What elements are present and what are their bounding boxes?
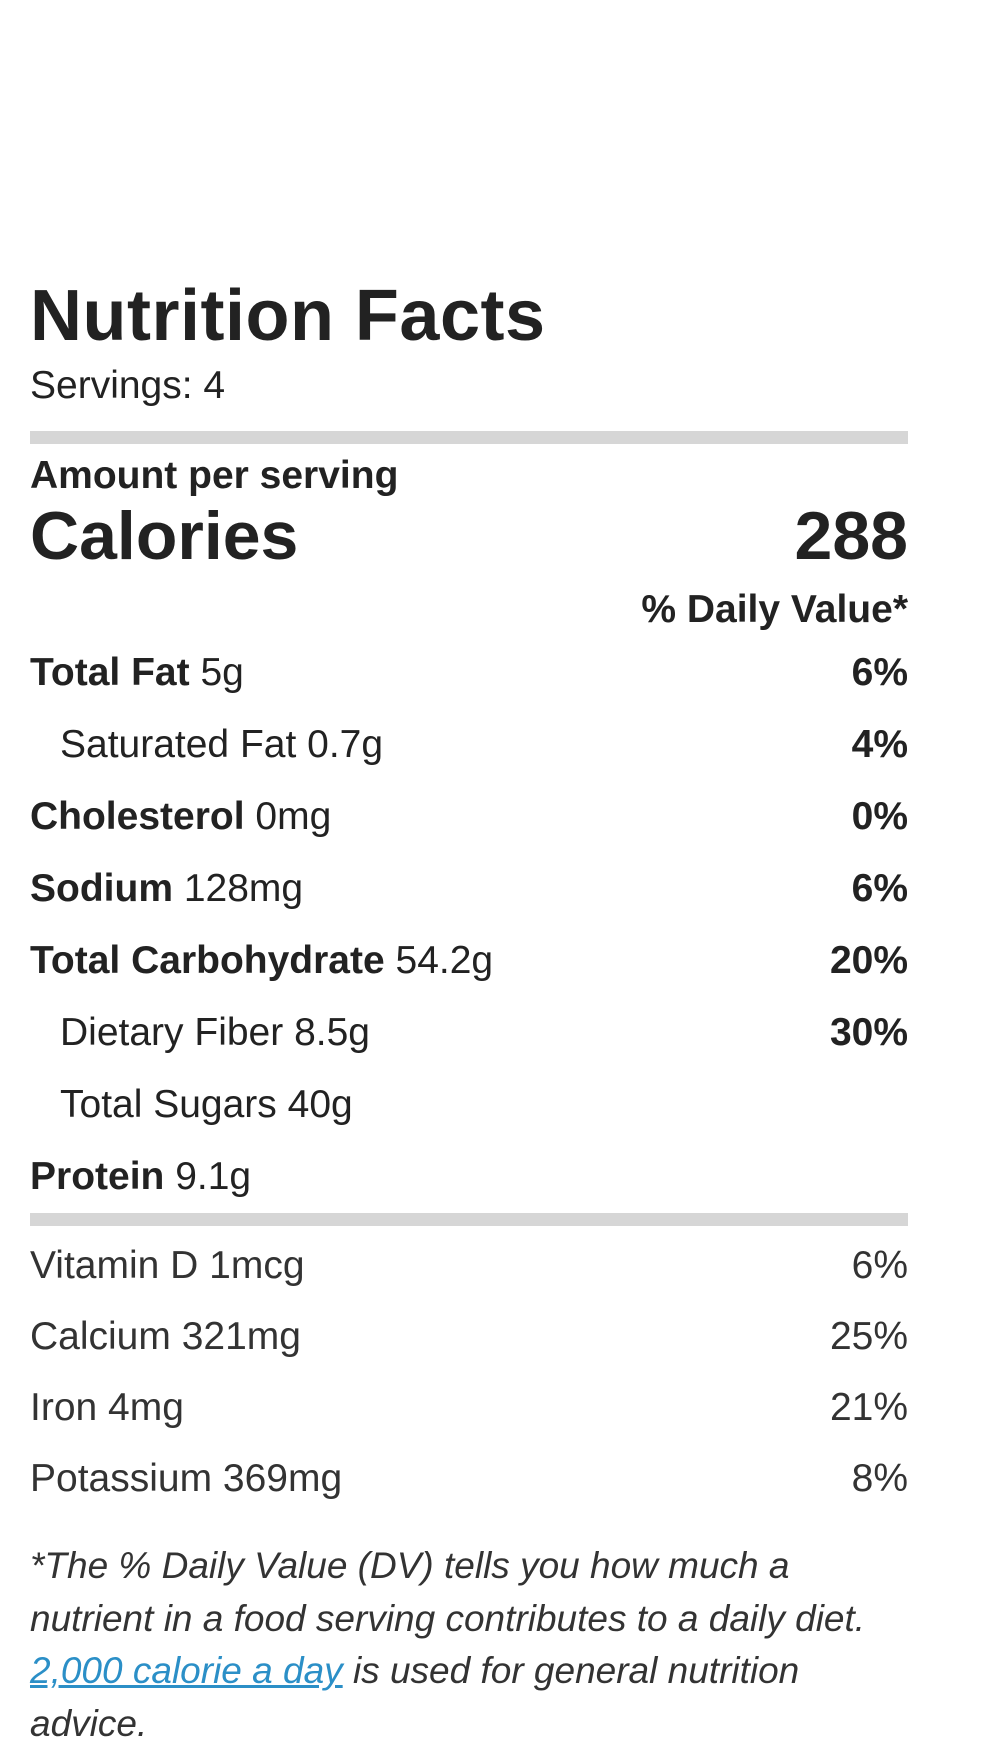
nutrient-label: Dietary Fiber 8.5g — [30, 1011, 370, 1055]
nutrient-label: Total Carbohydrate 54.2g — [30, 939, 493, 983]
vitamin-label: Calcium 321mg — [30, 1314, 301, 1358]
nutrient-name: Total Carbohydrate — [30, 939, 385, 983]
nutrient-row-total-carbohydrate: Total Carbohydrate 54.2g 20% — [30, 925, 908, 997]
vitamin-daily-value: 6% — [851, 1243, 908, 1287]
nutrient-amount: 9.1g — [175, 1155, 252, 1199]
nutrient-name: Total Fat — [30, 651, 190, 695]
vitamin-row-potassium: Potassium 369mg 8% — [30, 1443, 908, 1514]
nutrient-name: Saturated Fat — [60, 723, 297, 767]
nutrient-label: Protein 9.1g — [30, 1155, 251, 1199]
footnote-text-before: *The % Daily Value (DV) tells you how mu… — [30, 1545, 866, 1639]
vitamin-daily-value: 8% — [851, 1456, 908, 1500]
nutrient-amount: 54.2g — [395, 939, 494, 983]
nutrient-row-cholesterol: Cholesterol 0mg 0% — [30, 781, 908, 853]
nutrient-name: Dietary Fiber — [60, 1011, 284, 1055]
amount-per-serving-label: Amount per serving — [30, 454, 399, 497]
vitamin-row-vitamin-d: Vitamin D 1mcg 6% — [30, 1230, 908, 1301]
nutrient-amount: 8.5g — [294, 1011, 370, 1055]
nutrient-daily-value: 20% — [829, 939, 908, 983]
nutrient-label: Cholesterol 0mg — [30, 795, 331, 839]
nutrient-row-saturated-fat: Saturated Fat 0.7g 4% — [30, 709, 908, 781]
nutrient-amount: 5g — [200, 651, 244, 695]
vitamin-list: Vitamin D 1mcg 6% Calcium 321mg 25% Iron… — [30, 1230, 908, 1514]
daily-value-header: % Daily Value* — [641, 588, 908, 632]
calories-row: Calories 288 — [30, 498, 908, 574]
vitamin-row-iron: Iron 4mg 21% — [30, 1372, 908, 1443]
nutrient-label: Total Sugars 40g — [30, 1083, 353, 1127]
top-divider — [30, 431, 908, 444]
nutrient-daily-value: 0% — [851, 795, 908, 839]
calorie-diet-link[interactable]: 2,000 calorie a day — [30, 1650, 343, 1692]
nutrient-row-protein: Protein 9.1g — [30, 1141, 908, 1213]
nutrient-amount: 0.7g — [307, 723, 384, 767]
footnote-text-after: is used for general nutrition advice. — [30, 1650, 800, 1744]
vitamin-row-calcium: Calcium 321mg 25% — [30, 1301, 908, 1372]
vitamin-label: Vitamin D 1mcg — [30, 1243, 305, 1287]
vitamin-label: Potassium 369mg — [30, 1456, 343, 1500]
nutrient-list: Total Fat 5g 6% Saturated Fat 0.7g 4% Ch… — [30, 637, 908, 1213]
nutrient-name: Cholesterol — [30, 795, 245, 839]
vitamin-daily-value: 25% — [829, 1314, 908, 1358]
nutrition-facts-panel: Nutrition Facts Servings: 4 Amount per s… — [30, 280, 908, 1751]
vitamin-divider — [30, 1213, 908, 1227]
nutrient-daily-value: 4% — [851, 723, 908, 767]
nutrient-row-dietary-fiber: Dietary Fiber 8.5g 30% — [30, 997, 908, 1069]
nutrient-amount: 40g — [287, 1083, 353, 1127]
nutrient-row-total-sugars: Total Sugars 40g — [30, 1069, 908, 1141]
nutrient-name: Protein — [30, 1155, 165, 1199]
nutrient-daily-value: 6% — [851, 867, 908, 911]
nutrition-title: Nutrition Facts — [30, 276, 546, 356]
nutrient-daily-value: 6% — [851, 651, 908, 695]
daily-value-footnote: *The % Daily Value (DV) tells you how mu… — [30, 1540, 908, 1750]
nutrient-label: Sodium 128mg — [30, 867, 303, 911]
nutrient-amount: 128mg — [183, 867, 304, 911]
calories-label: Calories — [30, 498, 299, 574]
nutrient-name: Sodium — [30, 867, 173, 911]
vitamin-label: Iron 4mg — [30, 1385, 184, 1429]
calories-value: 288 — [794, 498, 908, 574]
nutrient-label: Saturated Fat 0.7g — [30, 723, 383, 767]
vitamin-daily-value: 21% — [829, 1385, 908, 1429]
nutrient-name: Total Sugars — [60, 1083, 277, 1127]
nutrient-row-total-fat: Total Fat 5g 6% — [30, 637, 908, 709]
nutrient-daily-value: 30% — [829, 1011, 908, 1055]
nutrient-label: Total Fat 5g — [30, 651, 244, 695]
nutrient-amount: 0mg — [255, 795, 332, 839]
nutrient-row-sodium: Sodium 128mg 6% — [30, 853, 908, 925]
servings-count: Servings: 4 — [30, 364, 226, 407]
